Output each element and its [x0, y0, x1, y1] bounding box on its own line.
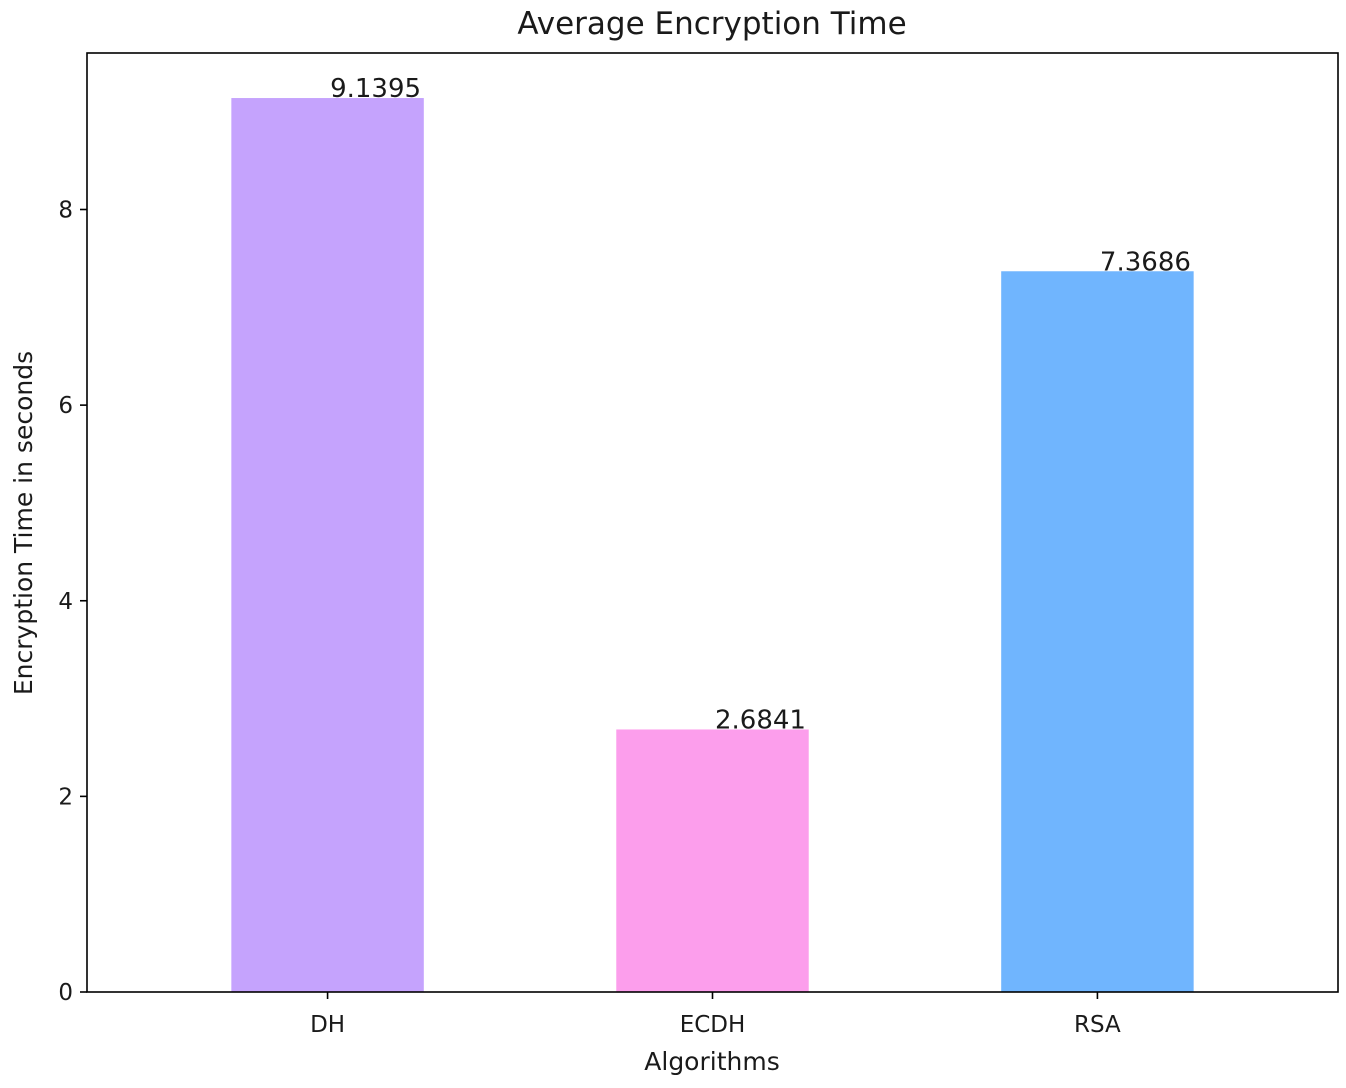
y-axis-label: Encryption Time in seconds	[9, 351, 38, 695]
bar-dh	[231, 98, 423, 992]
bar-rsa	[1001, 271, 1193, 992]
y-axis: 0 2 4 6 8	[58, 198, 87, 1007]
x-axis-label: Algorithms	[644, 1047, 779, 1076]
bar-ecdh	[616, 729, 808, 992]
x-tick-label-dh: DH	[310, 1012, 345, 1038]
chart-title: Average Encryption Time	[517, 6, 906, 42]
data-label-ecdh: 2.6841	[715, 705, 806, 735]
y-tick-label-0: 0	[58, 980, 73, 1006]
data-label-rsa: 7.3686	[1100, 247, 1191, 277]
y-tick-label-8: 8	[58, 198, 73, 224]
x-tick-label-ecdh: ECDH	[680, 1012, 746, 1038]
x-tick-label-rsa: RSA	[1074, 1012, 1121, 1038]
y-tick-label-4: 4	[58, 589, 73, 615]
bars-layer	[231, 98, 1193, 992]
x-axis: DH ECDH RSA	[310, 992, 1121, 1038]
y-tick-label-2: 2	[58, 784, 73, 810]
data-label-dh: 9.1395	[330, 74, 421, 104]
y-tick-label-6: 6	[58, 393, 73, 419]
